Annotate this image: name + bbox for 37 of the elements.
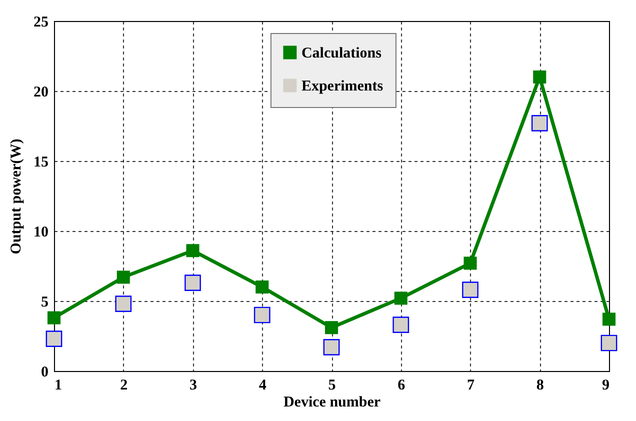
point bbox=[464, 256, 477, 270]
point bbox=[392, 316, 410, 333]
point bbox=[324, 321, 338, 334]
legend-label: Calculations bbox=[301, 46, 382, 62]
point bbox=[256, 280, 269, 294]
point bbox=[46, 330, 62, 347]
y-tick-label: 25 bbox=[34, 14, 48, 30]
y-tick-label: 10 bbox=[34, 224, 48, 240]
x-tick-label: 5 bbox=[328, 378, 336, 394]
x-tick-label: 6 bbox=[398, 378, 406, 394]
y-tick-label: 0 bbox=[41, 364, 48, 380]
point bbox=[394, 292, 408, 305]
y-tick-label: 5 bbox=[41, 294, 48, 310]
x-tick-label: 8 bbox=[536, 378, 544, 394]
point bbox=[533, 70, 546, 84]
x-tick-label: 2 bbox=[120, 378, 128, 394]
point bbox=[254, 306, 270, 324]
x-axis-title: Device number bbox=[283, 394, 381, 410]
point bbox=[115, 296, 132, 312]
point bbox=[116, 270, 130, 284]
x-tick-label: 7 bbox=[467, 378, 475, 394]
point bbox=[186, 244, 200, 258]
x-tick-label: 4 bbox=[258, 378, 267, 394]
point bbox=[184, 274, 201, 291]
legend-label: Experiments bbox=[301, 78, 384, 94]
point bbox=[47, 311, 61, 324]
x-tick-label: 9 bbox=[602, 378, 610, 394]
point bbox=[323, 339, 340, 356]
point bbox=[600, 334, 618, 352]
point bbox=[531, 115, 548, 132]
point bbox=[602, 312, 616, 326]
x-tick-label: 3 bbox=[190, 378, 197, 394]
y-tick-label: 15 bbox=[34, 154, 48, 170]
point bbox=[462, 282, 478, 298]
y-tick-label: 20 bbox=[34, 84, 48, 100]
y-axis-title: Output power(W) bbox=[8, 138, 24, 254]
x-tick-label: 1 bbox=[54, 378, 62, 394]
